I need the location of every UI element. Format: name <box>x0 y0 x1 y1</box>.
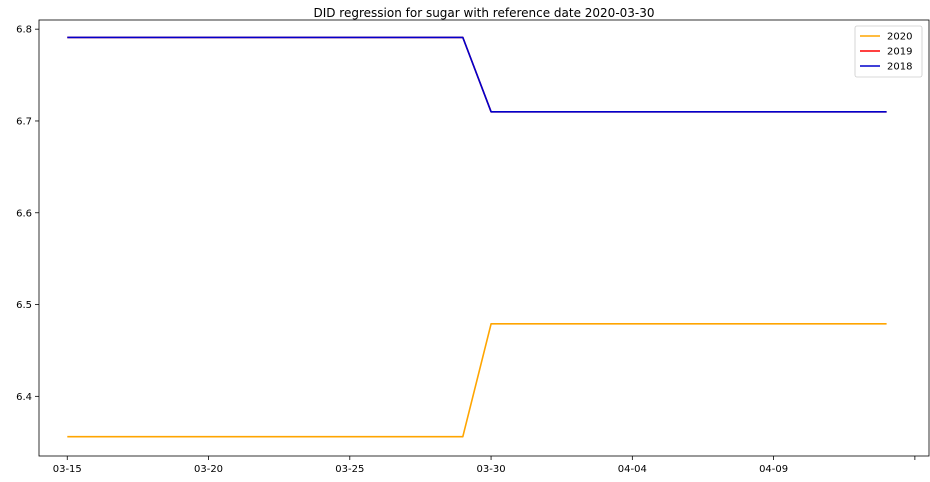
legend-label-2020: 2020 <box>887 32 912 43</box>
chart-title: DID regression for sugar with reference … <box>313 6 654 20</box>
y-tick-label: 6.4 <box>16 392 32 403</box>
y-tick-label: 6.7 <box>16 116 32 127</box>
x-tick-label: 04-04 <box>618 464 647 475</box>
y-tick-label: 6.6 <box>16 208 32 219</box>
legend: 2020 2019 2018 <box>855 26 922 77</box>
y-tick-label: 6.8 <box>16 25 32 36</box>
x-tick-label: 04-09 <box>759 464 788 475</box>
x-tick-label: 03-15 <box>53 464 82 475</box>
x-tick-label: 03-20 <box>194 464 223 475</box>
legend-label-2018: 2018 <box>887 62 912 73</box>
y-tick-label: 6.5 <box>16 300 32 311</box>
x-tick-label: 03-25 <box>335 464 364 475</box>
x-tick-label: 03-30 <box>477 464 506 475</box>
legend-label-2019: 2019 <box>887 47 912 58</box>
